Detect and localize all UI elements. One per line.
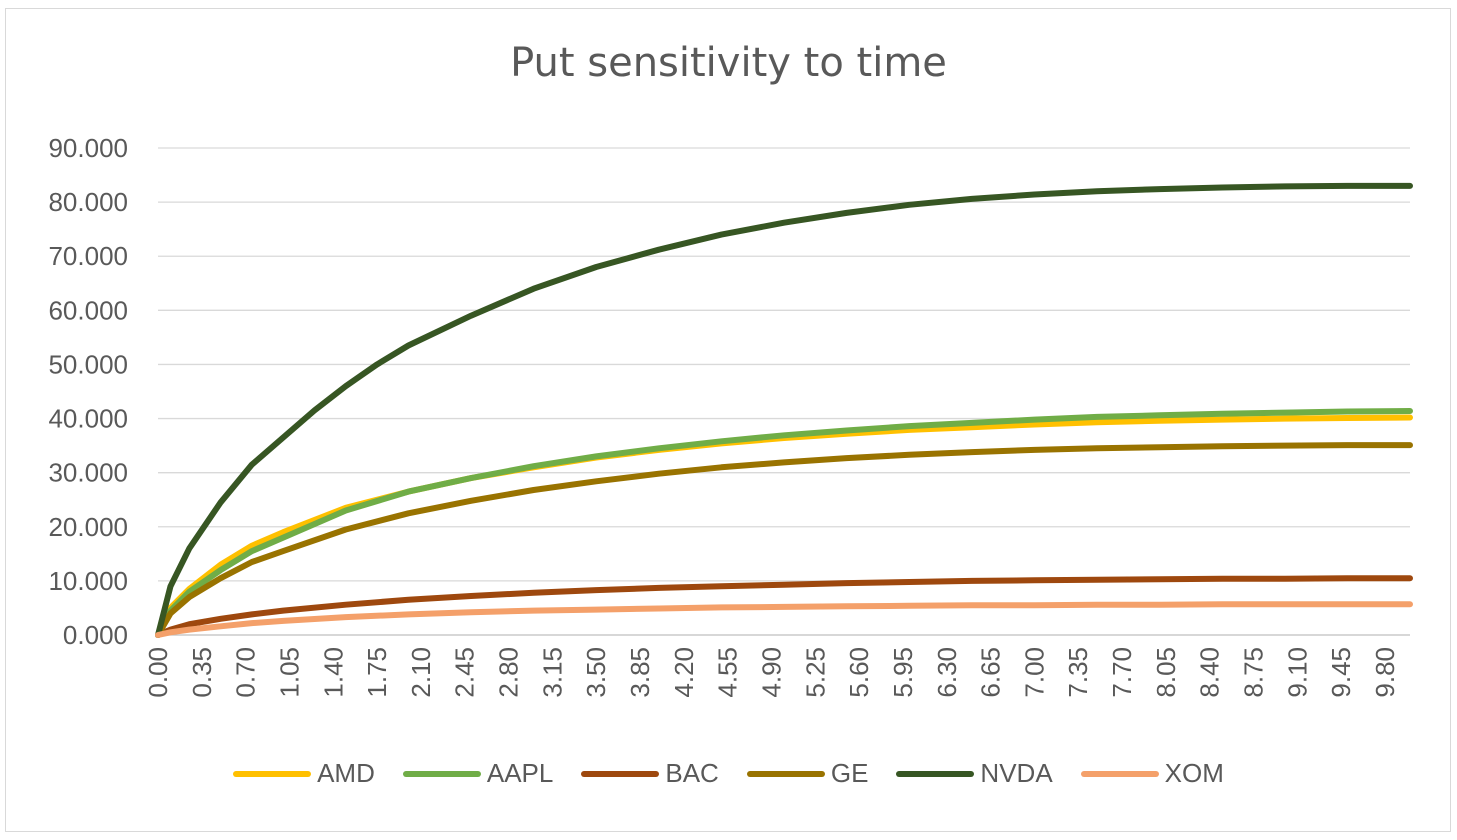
y-axis-ticks: 0.000 10.000 20.000 30.000 40.000 50.000 60.00… xyxy=(48,133,128,650)
y-tick-label: 70.000 xyxy=(48,241,128,271)
x-tick-label: 8.40 xyxy=(1195,647,1225,698)
legend-item-nvda: NVDA xyxy=(896,758,1053,789)
x-tick-label: 2.10 xyxy=(406,647,436,698)
x-tick-label: 3.50 xyxy=(581,647,611,698)
legend-swatch xyxy=(581,770,660,777)
legend-item-ge: GE xyxy=(746,758,869,789)
legend-item-xom: XOM xyxy=(1080,758,1224,789)
y-tick-label: 60.000 xyxy=(48,295,128,325)
x-tick-label: 1.75 xyxy=(362,647,392,698)
x-tick-label: 3.85 xyxy=(625,647,655,698)
legend-label: XOM xyxy=(1164,758,1224,788)
y-tick-label: 80.000 xyxy=(48,187,128,217)
x-tick-label: 5.95 xyxy=(888,647,918,698)
x-tick-label: 8.75 xyxy=(1239,647,1269,698)
x-axis-ticks: 0.00 0.35 0.70 1.05 1.40 1.75 2.10 2.45 2.80 3.15… xyxy=(143,647,1400,698)
x-tick-label: 6.30 xyxy=(932,647,962,698)
legend-swatch xyxy=(402,770,481,777)
x-tick-label: 2.80 xyxy=(494,647,524,698)
series-lines xyxy=(155,182,1413,638)
y-tick-label: 30.000 xyxy=(48,458,128,488)
series-line-aapl xyxy=(155,408,1413,638)
legend-label: NVDA xyxy=(980,758,1053,788)
x-tick-label: 0.35 xyxy=(187,647,217,698)
x-tick-label: 5.25 xyxy=(800,647,830,698)
legend-item-amd: AMD xyxy=(233,758,375,789)
legend: AMD AAPL BAC GE NVDA XOM xyxy=(0,758,1457,789)
x-tick-label: 9.45 xyxy=(1326,647,1356,698)
series-line-ge xyxy=(155,442,1413,638)
y-tick-label: 10.000 xyxy=(48,566,128,596)
x-tick-label: 1.05 xyxy=(274,647,304,698)
y-tick-label: 0.000 xyxy=(63,620,128,650)
y-tick-label: 20.000 xyxy=(48,512,128,542)
legend-swatch xyxy=(233,770,312,777)
legend-swatch xyxy=(896,770,975,777)
x-tick-label: 0.70 xyxy=(231,647,261,698)
x-tick-label: 7.35 xyxy=(1063,647,1093,698)
x-tick-label: 1.40 xyxy=(318,647,348,698)
legend-label: AMD xyxy=(317,758,375,788)
x-tick-label: 6.65 xyxy=(976,647,1006,698)
legend-label: GE xyxy=(830,758,869,788)
x-tick-label: 4.55 xyxy=(713,647,743,698)
x-tick-label: 0.00 xyxy=(143,647,173,698)
x-tick-label: 5.60 xyxy=(844,647,874,698)
legend-item-bac: BAC xyxy=(581,758,719,789)
y-tick-label: 90.000 xyxy=(48,133,128,163)
y-tick-label: 40.000 xyxy=(48,404,128,434)
series-line-xom xyxy=(155,601,1413,638)
x-tick-label: 9.10 xyxy=(1282,647,1312,698)
legend-swatch xyxy=(746,770,825,777)
y-tick-label: 50.000 xyxy=(48,349,128,379)
legend-item-aapl: AAPL xyxy=(402,758,554,789)
chart-title: Put sensitivity to time xyxy=(510,40,947,86)
x-tick-label: 9.80 xyxy=(1370,647,1400,698)
series-line-nvda xyxy=(155,182,1413,638)
legend-swatch xyxy=(1080,770,1159,777)
x-tick-label: 2.45 xyxy=(450,647,480,698)
x-tick-label: 8.05 xyxy=(1151,647,1181,698)
x-tick-label: 4.20 xyxy=(669,647,699,698)
x-tick-label: 7.00 xyxy=(1019,647,1049,698)
gridlines xyxy=(158,147,1410,636)
x-tick-label: 3.15 xyxy=(537,647,567,698)
x-tick-label: 4.90 xyxy=(756,647,786,698)
series-line-bac xyxy=(155,575,1413,638)
x-tick-label: 7.70 xyxy=(1107,647,1137,698)
legend-label: BAC xyxy=(665,758,719,788)
legend-label: AAPL xyxy=(486,758,554,788)
